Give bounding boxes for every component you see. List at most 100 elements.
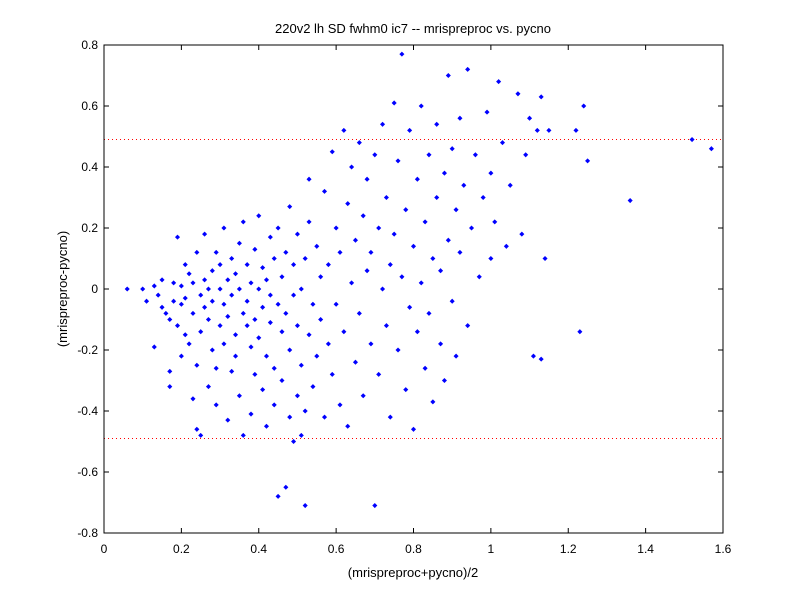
data-point <box>356 140 362 146</box>
data-point <box>167 368 173 374</box>
data-point <box>240 432 246 438</box>
data-point <box>488 255 494 262</box>
data-point <box>314 353 320 359</box>
data-point <box>434 194 440 201</box>
data-point <box>395 158 401 164</box>
data-point <box>244 262 250 268</box>
data-point <box>221 341 227 347</box>
data-point <box>283 310 289 316</box>
data-point <box>186 271 192 277</box>
data-point <box>252 246 258 252</box>
data-point <box>171 298 177 304</box>
x-axis-ticks: 0 0.2 0.4 0.6 0.8 1 1.2 1.4 1.6 <box>101 45 732 556</box>
data-point <box>198 292 204 298</box>
data-point <box>492 219 498 225</box>
data-point <box>267 292 273 298</box>
data-point <box>294 231 300 237</box>
chart-title: 220v2 lh SD fwhm0 ic7 -- mrispreproc vs.… <box>275 21 551 36</box>
data-point <box>240 310 246 316</box>
data-point <box>229 255 235 262</box>
data-point <box>380 286 386 292</box>
data-point <box>418 280 424 286</box>
data-point <box>233 353 239 359</box>
data-point <box>407 304 413 310</box>
data-point <box>213 365 219 371</box>
data-point <box>159 304 165 310</box>
data-point <box>236 286 242 292</box>
x-tick-label: 0.8 <box>405 542 422 556</box>
data-point <box>267 234 273 240</box>
data-point <box>418 103 424 109</box>
data-point <box>236 393 242 399</box>
data-point <box>538 94 544 100</box>
data-point <box>581 103 587 109</box>
data-point <box>352 359 358 365</box>
data-point <box>178 353 184 359</box>
data-point <box>314 243 320 249</box>
data-point <box>352 237 358 243</box>
data-point <box>190 396 196 402</box>
data-point <box>426 310 432 316</box>
data-point <box>217 286 223 292</box>
data-point <box>144 298 150 304</box>
data-point <box>445 237 451 243</box>
data-point <box>229 368 235 374</box>
data-point <box>469 225 475 231</box>
data-point <box>182 295 188 301</box>
data-point <box>414 329 420 335</box>
data-point <box>225 313 231 319</box>
data-point <box>298 432 304 438</box>
data-point <box>337 402 343 408</box>
data-point <box>124 286 130 292</box>
data-point <box>360 393 366 399</box>
data-point <box>364 176 370 182</box>
data-point <box>372 152 378 158</box>
data-point <box>194 362 200 368</box>
data-point <box>376 225 382 231</box>
data-point <box>399 51 405 57</box>
data-point <box>291 262 297 268</box>
x-tick-label: 1 <box>488 542 495 556</box>
data-point <box>360 213 366 219</box>
data-point <box>306 332 312 338</box>
data-point <box>186 341 192 347</box>
data-point <box>310 301 316 307</box>
data-point <box>171 280 177 286</box>
data-point <box>503 243 509 249</box>
y-tick-label: -0.4 <box>77 404 98 418</box>
data-point <box>283 249 289 255</box>
data-point <box>530 353 536 359</box>
data-point <box>585 158 591 164</box>
y-tick-label: -0.8 <box>77 526 98 540</box>
data-point <box>445 72 451 79</box>
data-point <box>209 298 215 304</box>
y-tick-label: 0 <box>91 282 98 296</box>
data-point <box>267 320 273 326</box>
data-point <box>577 329 583 335</box>
data-point <box>225 417 231 423</box>
x-axis-title: (mrispreproc+pycno)/2 <box>348 565 478 580</box>
data-point <box>472 152 478 158</box>
data-point <box>248 411 254 417</box>
data-point <box>387 414 393 420</box>
data-point <box>202 277 208 283</box>
x-tick-label: 0 <box>101 542 108 556</box>
data-point <box>209 268 215 274</box>
data-point <box>198 329 204 335</box>
data-point <box>229 292 235 298</box>
data-point <box>318 274 324 280</box>
data-point <box>465 66 471 72</box>
data-point <box>194 249 200 255</box>
data-point <box>441 377 447 384</box>
data-point <box>519 231 525 237</box>
data-point <box>294 323 300 329</box>
data-point <box>291 292 297 298</box>
data-point <box>159 277 165 283</box>
data-point <box>546 127 552 133</box>
y-axis-title: (mrispreproc-pycno) <box>55 231 70 347</box>
data-point <box>457 115 463 121</box>
data-point <box>182 262 188 268</box>
data-point <box>260 265 266 271</box>
